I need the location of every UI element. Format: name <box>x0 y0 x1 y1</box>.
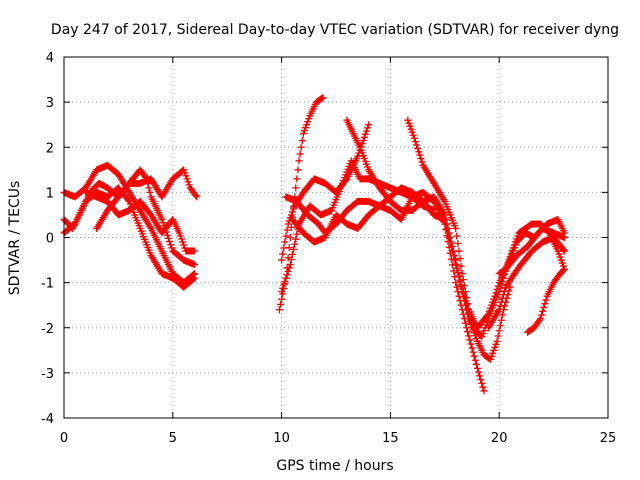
x-tick-label: 25 <box>600 431 617 446</box>
data-markers <box>60 94 568 395</box>
plus-markers <box>82 188 199 255</box>
plot-frame <box>63 56 609 419</box>
series-track-j <box>288 188 488 395</box>
series-track-e <box>82 188 199 255</box>
series-track-o <box>495 220 568 278</box>
y-axis-label: SDTVAR / TECUs <box>7 181 23 296</box>
x-tick-label: 20 <box>491 431 508 446</box>
y-tick-label: 3 <box>46 96 54 111</box>
x-tick-label: 10 <box>273 431 290 446</box>
y-tick-label: 0 <box>46 232 54 247</box>
y-tick-label: -2 <box>41 322 54 337</box>
y-tick-labels: -4 -3 -2 -1 0 1 2 3 4 <box>41 51 54 427</box>
series-track-d <box>93 166 201 232</box>
plus-markers <box>495 220 568 278</box>
plus-markers <box>93 166 201 232</box>
plus-markers <box>523 265 568 336</box>
x-tick-label: 15 <box>382 431 399 446</box>
y-tick-label: -1 <box>41 277 54 292</box>
grid-lines <box>64 57 608 418</box>
x-tick-labels: 0 5 10 15 20 25 <box>60 431 616 446</box>
x-tick-label: 0 <box>60 431 68 446</box>
plus-markers <box>288 188 488 395</box>
series-track-l <box>404 116 568 332</box>
y-tick-label: 4 <box>46 51 54 66</box>
y-tick-label: 2 <box>46 141 54 156</box>
series-track-n <box>523 265 568 336</box>
x-tick-label: 5 <box>169 431 177 446</box>
chart-title: Day 247 of 2017, Sidereal Day-to-day VTE… <box>51 22 619 38</box>
y-tick-label: -3 <box>41 367 54 382</box>
plus-markers <box>404 116 568 332</box>
y-tick-label: -4 <box>41 412 54 427</box>
x-axis-label: GPS time / hours <box>276 458 393 474</box>
y-tick-label: 1 <box>46 186 54 201</box>
